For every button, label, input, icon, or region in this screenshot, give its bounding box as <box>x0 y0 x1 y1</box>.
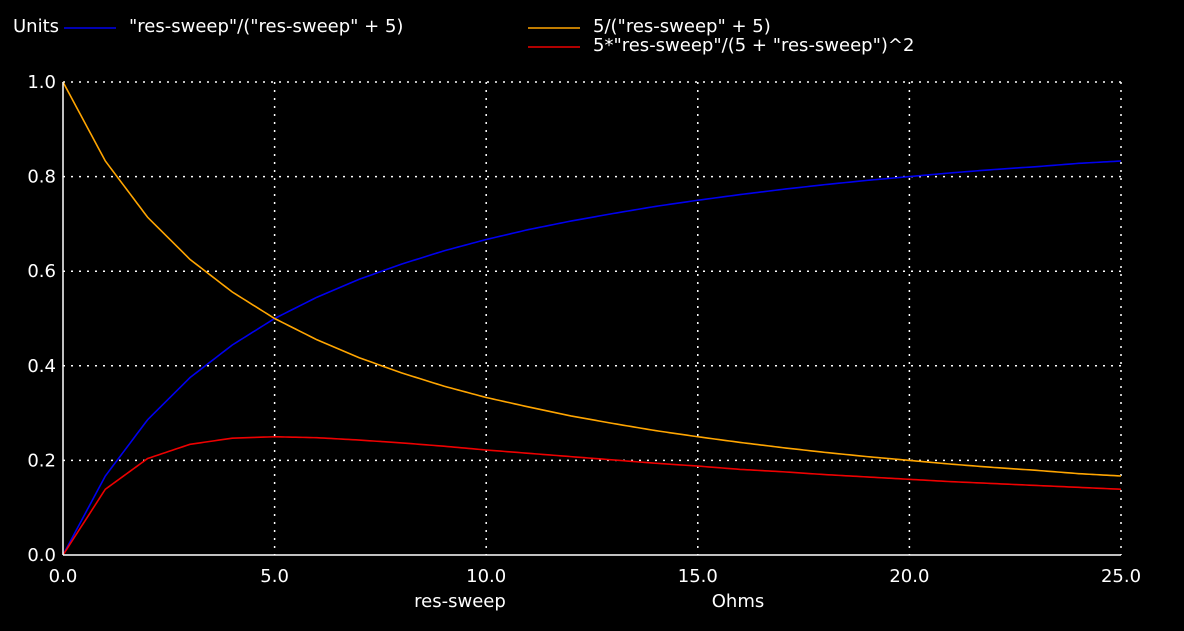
y-tick-label: 0.2 <box>27 450 56 471</box>
y-tick-label: 0.6 <box>27 261 56 282</box>
x-tick-label: 0.0 <box>49 566 78 587</box>
series-group <box>62 81 1122 556</box>
series-line-1 <box>62 160 1122 556</box>
legend-label-3: 5*"res-sweep"/(5 + "res-sweep")^2 <box>593 35 914 56</box>
y-axis-label: Units <box>13 16 59 37</box>
legend: "res-sweep"/("res-sweep" + 5) 5/("res-swe… <box>64 16 914 56</box>
x-tick-label: 10.0 <box>466 566 506 587</box>
series-line-2 <box>62 81 1122 477</box>
x-tick-label: 25.0 <box>1101 566 1141 587</box>
y-tick-label: 0.0 <box>27 545 56 566</box>
y-tick-label: 0.8 <box>27 167 56 188</box>
x-tick-label: 15.0 <box>678 566 718 587</box>
tick-labels: 0.0 5.0 10.0 15.0 20.0 25.0 0.0 0.2 0.4 0.6 0.8 1.0 <box>27 72 1141 587</box>
axes <box>62 82 1121 556</box>
y-tick-label: 1.0 <box>27 72 56 93</box>
x-axis-unit: Ohms <box>712 591 765 612</box>
x-tick-label: 20.0 <box>889 566 929 587</box>
legend-label-2: 5/("res-sweep" + 5) <box>593 16 771 37</box>
x-axis-label: res-sweep <box>414 591 506 612</box>
x-tick-label: 5.0 <box>260 566 289 587</box>
grid <box>63 81 1122 555</box>
series-line-3 <box>62 435 1122 556</box>
legend-label-1: "res-sweep"/("res-sweep" + 5) <box>129 16 403 37</box>
y-tick-label: 0.4 <box>27 356 56 377</box>
